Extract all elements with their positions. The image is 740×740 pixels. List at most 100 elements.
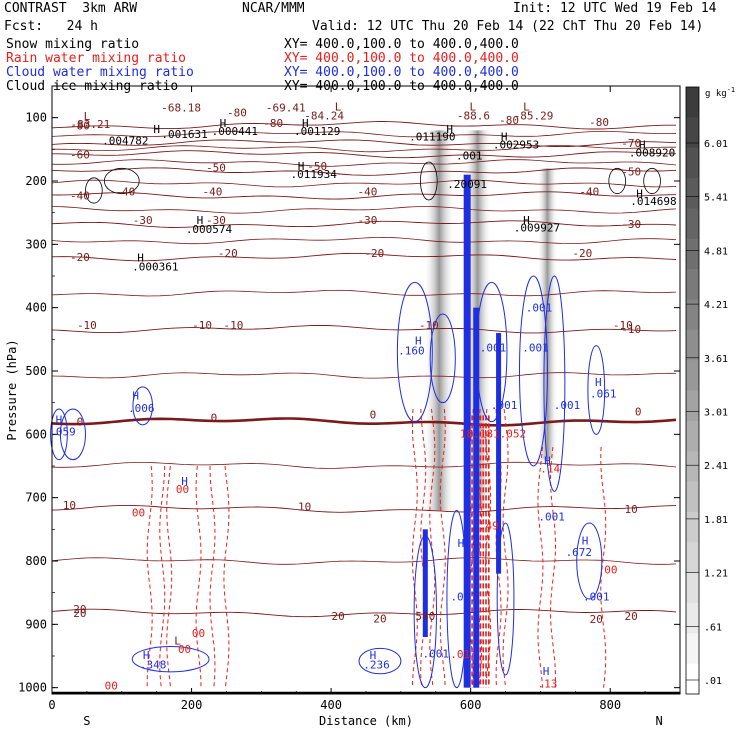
contour-label: 00 (178, 643, 191, 656)
organization: NCAR/MMM (242, 1, 305, 16)
contour-label: -50 (307, 160, 327, 173)
snow-contour (85, 177, 103, 204)
colorbar-unit-text: g kg (705, 89, 727, 99)
contour-label: .001 (583, 590, 610, 603)
rain-contour (209, 465, 216, 688)
contour-label: H (197, 214, 204, 227)
valid-time: Valid: 12 UTC Thu 20 Feb 14 (22 ChT Thu … (312, 19, 704, 34)
contour-label: .009927 (514, 222, 560, 235)
contour-label: -84.24 (304, 110, 344, 123)
contour-label: .001631 (161, 128, 207, 141)
colorbar-segment (686, 360, 699, 391)
colorbar-segment (686, 451, 699, 483)
snow-contour (608, 167, 626, 195)
y-tick-label: 1000 (18, 681, 47, 695)
colorbar-segment (686, 208, 699, 240)
isotherm-line (51, 179, 677, 188)
contour-label: -80 (589, 116, 609, 129)
contour-label: H (582, 535, 589, 548)
contour-label: .001 (554, 399, 581, 412)
snow-contour (643, 167, 661, 195)
contour-label: -30 (206, 214, 226, 227)
isotherm-line (51, 252, 677, 262)
cloud-water-contour (475, 281, 508, 423)
init-time: Init: 12 UTC Wed 19 Feb 14 (513, 1, 717, 16)
model-title: CONTRAST 3km ARW (4, 1, 138, 16)
colorbar-label: 1.81 (704, 515, 728, 526)
rain-contour (475, 408, 482, 688)
rain-contour (146, 465, 153, 688)
contour-label: .000441 (212, 125, 258, 138)
contour-label: H (544, 455, 551, 468)
colorbar-label: 1.21 (704, 569, 728, 580)
cloud-water-core (473, 307, 480, 688)
contour-label: -68.18 (161, 101, 201, 114)
contour-label: L (84, 110, 91, 123)
isotherm-line (51, 417, 677, 427)
contour-label: H (523, 214, 530, 227)
contour-label: .001 (480, 341, 507, 354)
contour-label: -40 (203, 186, 223, 199)
contour-label: 0 (211, 412, 218, 425)
contour-label: H (302, 117, 309, 130)
cloud-water-contour (446, 509, 467, 689)
colorbar-segment (686, 511, 699, 543)
contour-label: .13 (537, 678, 557, 691)
isotherm-line (51, 206, 677, 214)
rain-contour (485, 408, 492, 688)
contour-label: H (137, 251, 144, 264)
colorbar-label: 4.81 (704, 246, 728, 257)
cloud-water-contour (413, 535, 437, 689)
rain-contour (467, 408, 474, 688)
y-tick-label: 600 (25, 427, 47, 441)
isotherm-label: -50 (621, 166, 641, 179)
colorbar-segment (686, 178, 699, 209)
y-tick-label: 200 (25, 174, 47, 188)
contour-label: .001 (538, 510, 565, 523)
colorbar-unit: g kg-1 (705, 86, 735, 99)
isotherm-label: -80 (70, 119, 90, 132)
contour-label: .011190 (409, 130, 455, 143)
colorbar-label: 2.41 (704, 461, 728, 472)
contour-label: -10 (419, 319, 439, 332)
contour-label: -10 (77, 319, 97, 332)
contour-label: 00 (176, 483, 189, 496)
y-tick-label: 800 (25, 554, 47, 568)
colorbar-segment (686, 87, 699, 118)
contour-label: -10 (192, 319, 212, 332)
contour-label: -40 (579, 186, 599, 199)
snow-contour (103, 167, 140, 195)
contour-label: H (636, 187, 643, 200)
contour-label: 00 (132, 507, 145, 520)
field-name-cloud-water: Cloud water mixing ratio (6, 65, 194, 80)
field-name-snow: Snow mixing ratio (6, 37, 140, 52)
contour-label: .000361 (132, 260, 178, 273)
contour-label: -85.29 (514, 110, 554, 123)
y-tick-label: 900 (25, 617, 47, 631)
rain-contour (195, 465, 202, 688)
contour-label: -30 (357, 214, 377, 227)
contour-label: .006 (128, 402, 155, 415)
contour-label: .011934 (290, 168, 337, 181)
contour-label: 20 (73, 603, 86, 616)
colorbar-segment (686, 390, 699, 422)
cloud-water-contour (576, 522, 603, 600)
cloud-water-contour (132, 386, 153, 426)
contour-label: H (181, 475, 188, 488)
cloud-water-contour (519, 275, 548, 467)
contour-label: H (56, 414, 63, 427)
field-name-rain: Rain water mixing ratio (6, 51, 187, 66)
colorbar-segment (686, 572, 699, 604)
contour-label: H (370, 649, 377, 662)
contour-label: -10 (223, 319, 243, 332)
contour-label: -69.41 (266, 101, 306, 114)
cloud-water-contour (59, 408, 86, 461)
x-tick-label: 200 (181, 698, 203, 712)
isotherm-line (52, 150, 676, 159)
colorbar-label: 3.61 (704, 354, 728, 365)
contour-label: 0 (370, 409, 377, 422)
isotherm-line (51, 130, 677, 138)
rain-contour (429, 408, 436, 688)
